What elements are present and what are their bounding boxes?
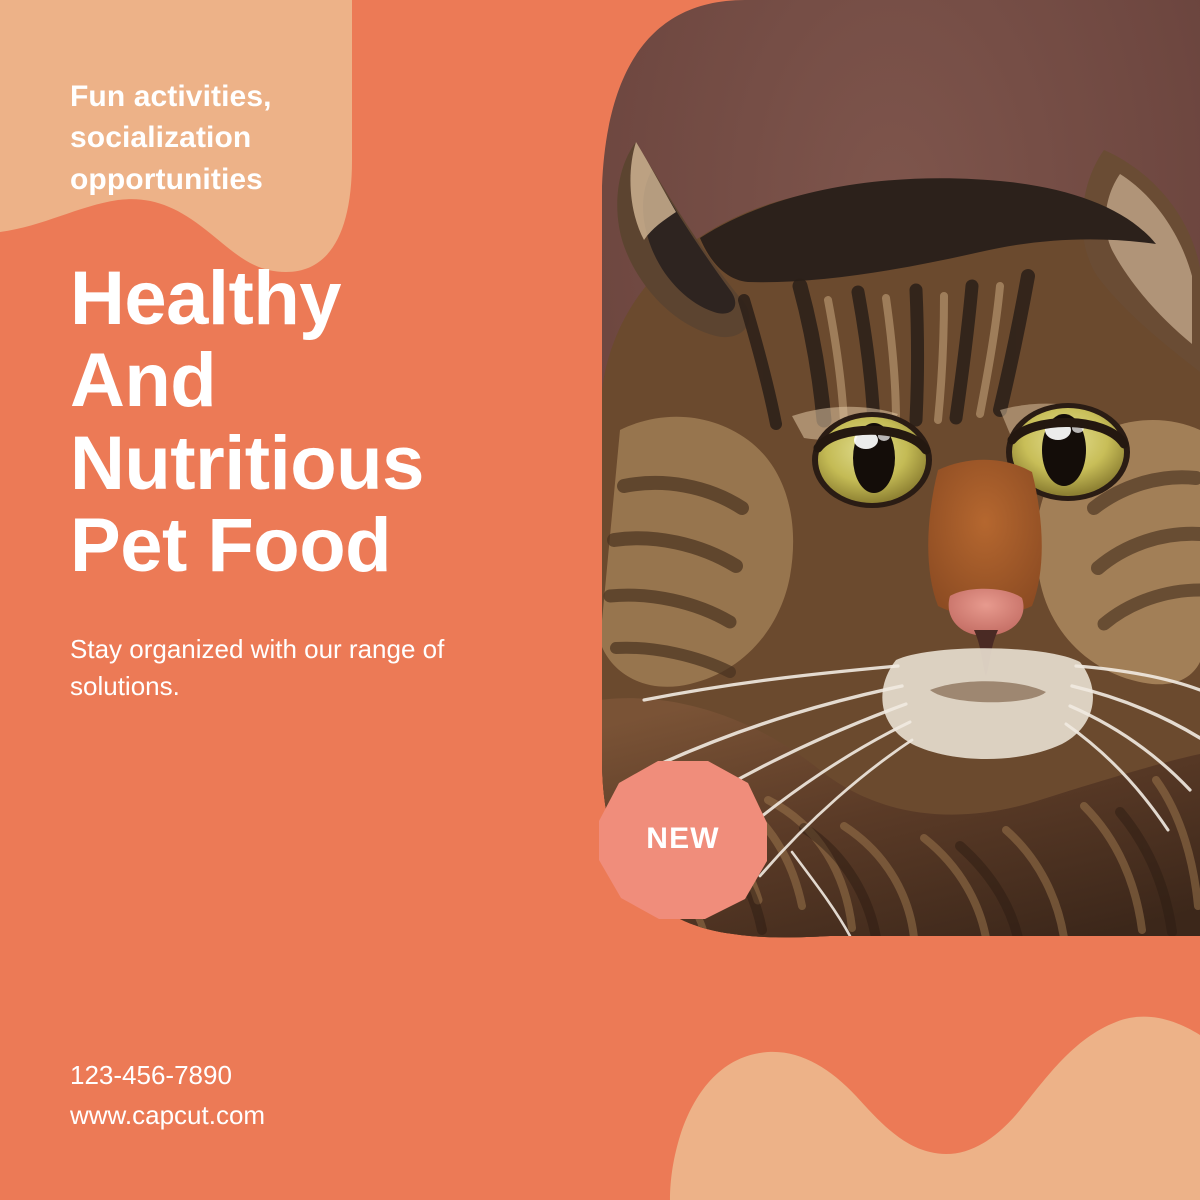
eyebrow-text: Fun activities, socialization opportunit…	[70, 80, 272, 196]
cat-chin	[882, 648, 1093, 759]
subtitle-text: Stay organized with our range of solutio…	[70, 634, 445, 701]
status-badge[interactable]: NEW	[595, 757, 771, 923]
cat-eye-left	[812, 412, 932, 508]
cat-muzzle	[928, 459, 1042, 617]
octagon-badge-icon	[599, 761, 767, 919]
phone-number[interactable]: 123-456-7890	[70, 1060, 232, 1090]
top-left-peach-blob	[0, 0, 352, 272]
page-title: Healthy And Nutritious Pet Food	[70, 256, 424, 589]
status-badge-label: NEW	[646, 822, 720, 855]
cat-nose	[948, 588, 1024, 636]
cat-eye-right	[1006, 403, 1130, 501]
website-url[interactable]: www.capcut.com	[70, 1099, 266, 1130]
cat-head	[602, 142, 1200, 938]
bottom-right-peach-wave	[670, 1016, 1200, 1200]
contact-block: 123-456-7890 www.capcut.com	[70, 1056, 265, 1135]
